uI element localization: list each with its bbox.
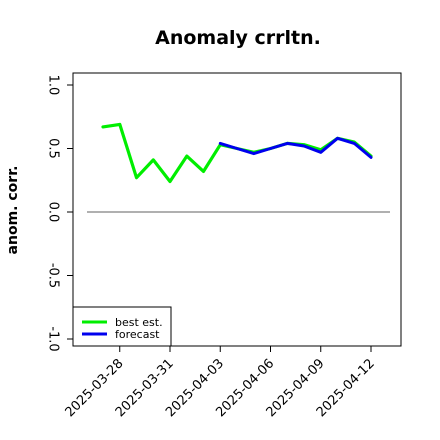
y-axis-label: anom. corr.	[5, 166, 21, 255]
y-tick-label: 1.0	[46, 75, 61, 96]
axes-layer: -1.0-0.50.00.51.02025-03-282025-03-31202…	[46, 75, 390, 420]
chart-title: Anomaly crrltn.	[155, 27, 321, 49]
y-tick-label: -0.5	[46, 263, 61, 288]
series-layer	[101, 122, 373, 184]
legend-label: forecast	[115, 328, 160, 341]
legend: best est.forecast	[72, 306, 172, 347]
series-line-best-est	[101, 122, 373, 184]
y-tick-label: 0.0	[46, 202, 61, 223]
y-tick-label: 0.5	[46, 138, 61, 159]
y-tick-label: -1.0	[46, 326, 61, 351]
plot-frame	[72, 72, 402, 347]
legend-box	[72, 306, 172, 347]
legend-label: best est.	[115, 316, 163, 329]
series-line-forecast	[218, 136, 373, 159]
